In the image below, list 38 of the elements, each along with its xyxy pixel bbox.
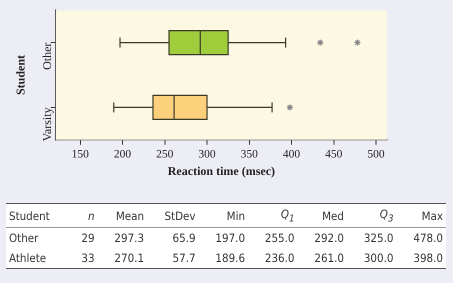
text: 478.0 xyxy=(412,230,444,248)
text: 236.0 xyxy=(264,250,296,268)
text: 57.7 xyxy=(172,250,197,268)
text: Mean xyxy=(98,204,148,228)
text: 398.0 xyxy=(412,250,444,268)
text: 297.3 xyxy=(113,230,146,248)
x-tick-label: 350 xyxy=(240,148,258,161)
y-axis-title: Student xyxy=(13,54,28,96)
x-tick-label: 400 xyxy=(282,148,300,161)
text: 261.0 xyxy=(313,250,345,268)
text: 270.1 xyxy=(113,250,146,268)
text: Max xyxy=(396,204,446,228)
text: Other xyxy=(8,230,40,248)
text: 197.0 xyxy=(214,230,246,248)
text: 325.0 xyxy=(362,230,394,248)
text: Athlete xyxy=(8,250,48,268)
text: 255.0 xyxy=(264,230,296,248)
text: Min xyxy=(198,204,248,228)
text: 300.0 xyxy=(362,250,394,268)
text: Q$_{3}$ xyxy=(346,204,396,228)
text: StDev xyxy=(147,204,199,228)
text: Student xyxy=(6,204,71,228)
text: 189.6 xyxy=(214,250,246,268)
x-tick-label: 500 xyxy=(367,148,385,161)
x-tick-label: 250 xyxy=(156,148,174,161)
x-tick-label: 300 xyxy=(198,148,216,161)
text: Med xyxy=(298,204,347,228)
text: 33 xyxy=(80,250,96,268)
text: 65.9 xyxy=(172,230,197,248)
text: 29 xyxy=(80,230,96,248)
text: n xyxy=(70,204,98,228)
x-tick-label: 450 xyxy=(325,148,343,161)
text: 292.0 xyxy=(313,230,345,248)
y-tick-label: Varsity xyxy=(40,107,54,142)
x-tick-label: 200 xyxy=(114,148,132,161)
x-tick-label: 150 xyxy=(72,148,90,161)
text: Q$_{1}$ xyxy=(248,204,298,228)
x-axis-title: Reaction time (msec) xyxy=(168,164,276,178)
